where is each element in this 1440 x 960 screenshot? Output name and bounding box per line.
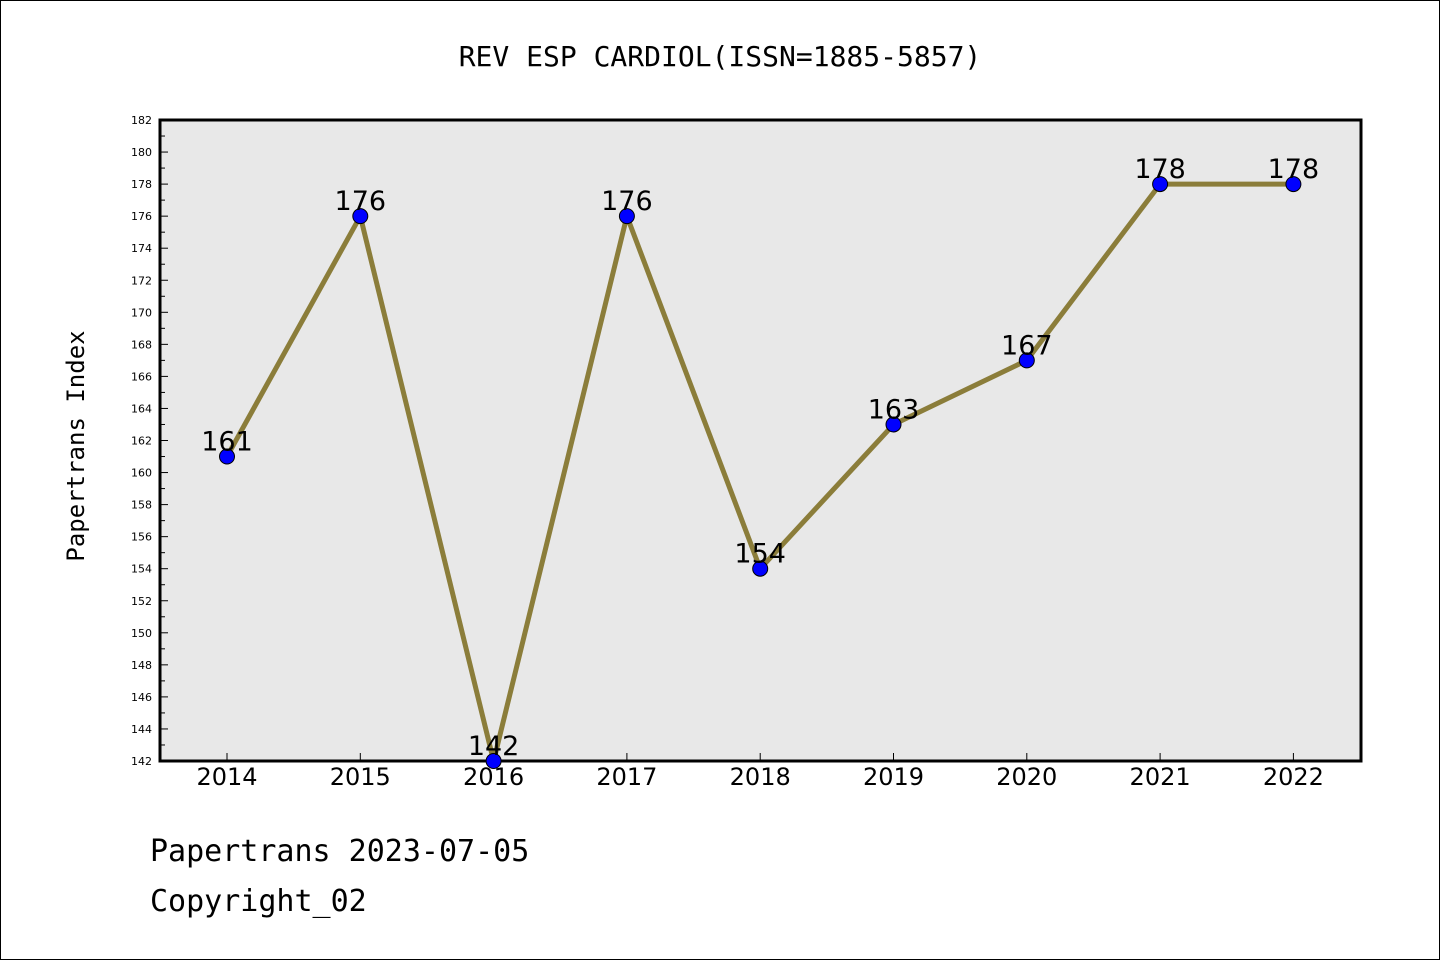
y-tick-label: 154 [131,563,152,576]
y-tick-label: 148 [131,659,152,672]
data-point [618,208,635,225]
y-tick-label: 170 [131,306,152,319]
y-tick-label: 176 [131,210,152,223]
x-tick-label: 2018 [730,763,791,791]
y-tick-label: 182 [131,114,152,127]
x-tick-label: 2014 [196,763,257,791]
data-point [1018,352,1035,369]
x-tick-label: 2022 [1263,763,1324,791]
y-tick-label: 160 [131,467,152,480]
y-axis-ticks: 142 144 146 148 150 152 154 156 158 160 162 164 166 1… [131,114,168,768]
y-tick-label: 174 [131,242,152,255]
y-tick-label: 150 [131,627,152,640]
x-tick-label: 2015 [330,763,391,791]
y-tick-label: 172 [131,274,152,287]
y-tick-label: 180 [131,146,152,159]
data-point [485,753,502,769]
x-tick-label: 2020 [996,763,1057,791]
data-point [885,416,902,433]
data-point [1152,176,1169,193]
y-tick-label: 168 [131,338,152,351]
data-label: 176 [335,186,387,217]
y-tick-label: 156 [131,531,152,544]
plot-area [158,118,1363,763]
y-tick-label: 178 [131,178,152,191]
y-tick-label: 144 [131,723,152,736]
data-label: 176 [601,186,653,217]
y-tick-label: 166 [131,370,152,383]
x-tick-label: 2021 [1130,763,1191,791]
data-label: 178 [1134,154,1186,185]
data-label: 154 [734,539,786,570]
data-point [752,560,769,577]
x-tick-label: 2017 [596,763,657,791]
x-tick-label: 2019 [863,763,924,791]
footer-copyright: Copyright_02 [150,884,367,919]
y-axis-label: Papertrans Index [62,330,90,561]
data-label: 163 [868,394,920,425]
data-point [1285,176,1302,193]
y-tick-label: 158 [131,499,152,512]
data-point [219,448,235,465]
data-labels-layer: 161 176 142 176 154 163 167 178 178 [201,154,1319,762]
data-label: 178 [1268,154,1320,185]
footer-date: Papertrans 2023-07-05 [150,834,530,869]
data-label: 142 [468,731,520,762]
data-label: 167 [1001,330,1053,361]
y-tick-label: 152 [131,595,152,608]
data-point [352,208,369,225]
y-tick-label: 142 [131,755,152,768]
y-tick-label: 146 [131,691,152,704]
y-tick-label: 164 [131,402,152,415]
data-label: 161 [201,427,253,458]
chart-title: REV ESP CARDIOL(ISSN=1885-5857) [459,40,982,73]
y-tick-label: 162 [131,435,152,448]
series-layer [219,176,1302,769]
